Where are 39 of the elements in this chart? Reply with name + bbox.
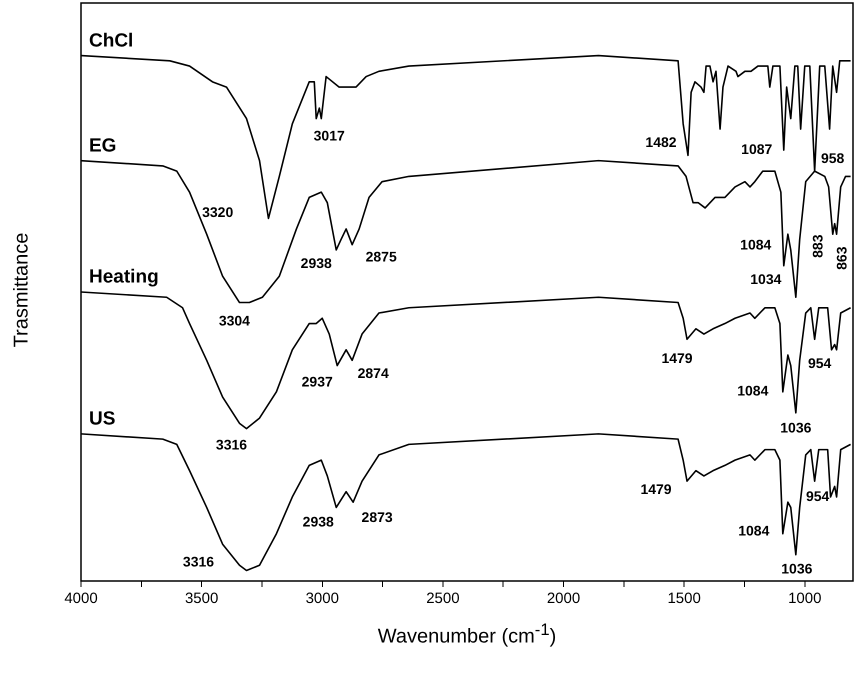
annotation: 1084 <box>737 382 769 399</box>
annotation: 1479 <box>640 481 672 498</box>
annotation: 3304 <box>218 312 250 328</box>
annotation: 2937 <box>302 373 333 390</box>
x-tick-label: 2000 <box>546 590 580 608</box>
annotation: 958 <box>820 150 845 166</box>
annotation: 1084 <box>740 236 772 253</box>
series-label: ChCl <box>89 30 134 52</box>
x-axis-title: Wavenumber (cm$^{-1}$) <box>376 620 558 649</box>
annotation: 863 <box>833 246 850 270</box>
annotation: 1036 <box>780 420 812 436</box>
annotation: 1087 <box>741 140 773 157</box>
annotation: 954 <box>808 355 832 372</box>
annotation: 1034 <box>750 271 782 288</box>
annotation: 2938 <box>302 513 334 530</box>
x-tick-label: 3500 <box>184 590 218 608</box>
x-tick-label: 1500 <box>667 590 701 608</box>
series-label: EG <box>89 135 116 156</box>
annotation: 1084 <box>738 522 770 539</box>
annotation: 3316 <box>182 553 214 570</box>
series-label: US <box>89 408 116 430</box>
annotation: 2938 <box>300 254 332 271</box>
x-tick-label: 3000 <box>306 590 339 608</box>
annotation: 2875 <box>366 248 397 265</box>
x-tick-label: 2500 <box>426 590 460 608</box>
annotation: 3320 <box>202 204 234 220</box>
annotation: 2874 <box>358 365 389 382</box>
annotation: 954 <box>806 488 830 504</box>
annotation: 3017 <box>314 127 345 144</box>
annotation: 2873 <box>362 509 393 526</box>
series-label: Heating <box>89 266 159 288</box>
annotation: 1482 <box>645 134 677 150</box>
annotation: 1479 <box>661 350 693 366</box>
y-axis-title: Trasmittance <box>10 232 34 348</box>
x-tick-label: 1000 <box>788 590 822 608</box>
x-tick-label: 4000 <box>64 590 98 608</box>
annotation: 883 <box>810 234 826 258</box>
annotation: 3316 <box>216 436 248 452</box>
annotation: 1036 <box>781 560 813 577</box>
